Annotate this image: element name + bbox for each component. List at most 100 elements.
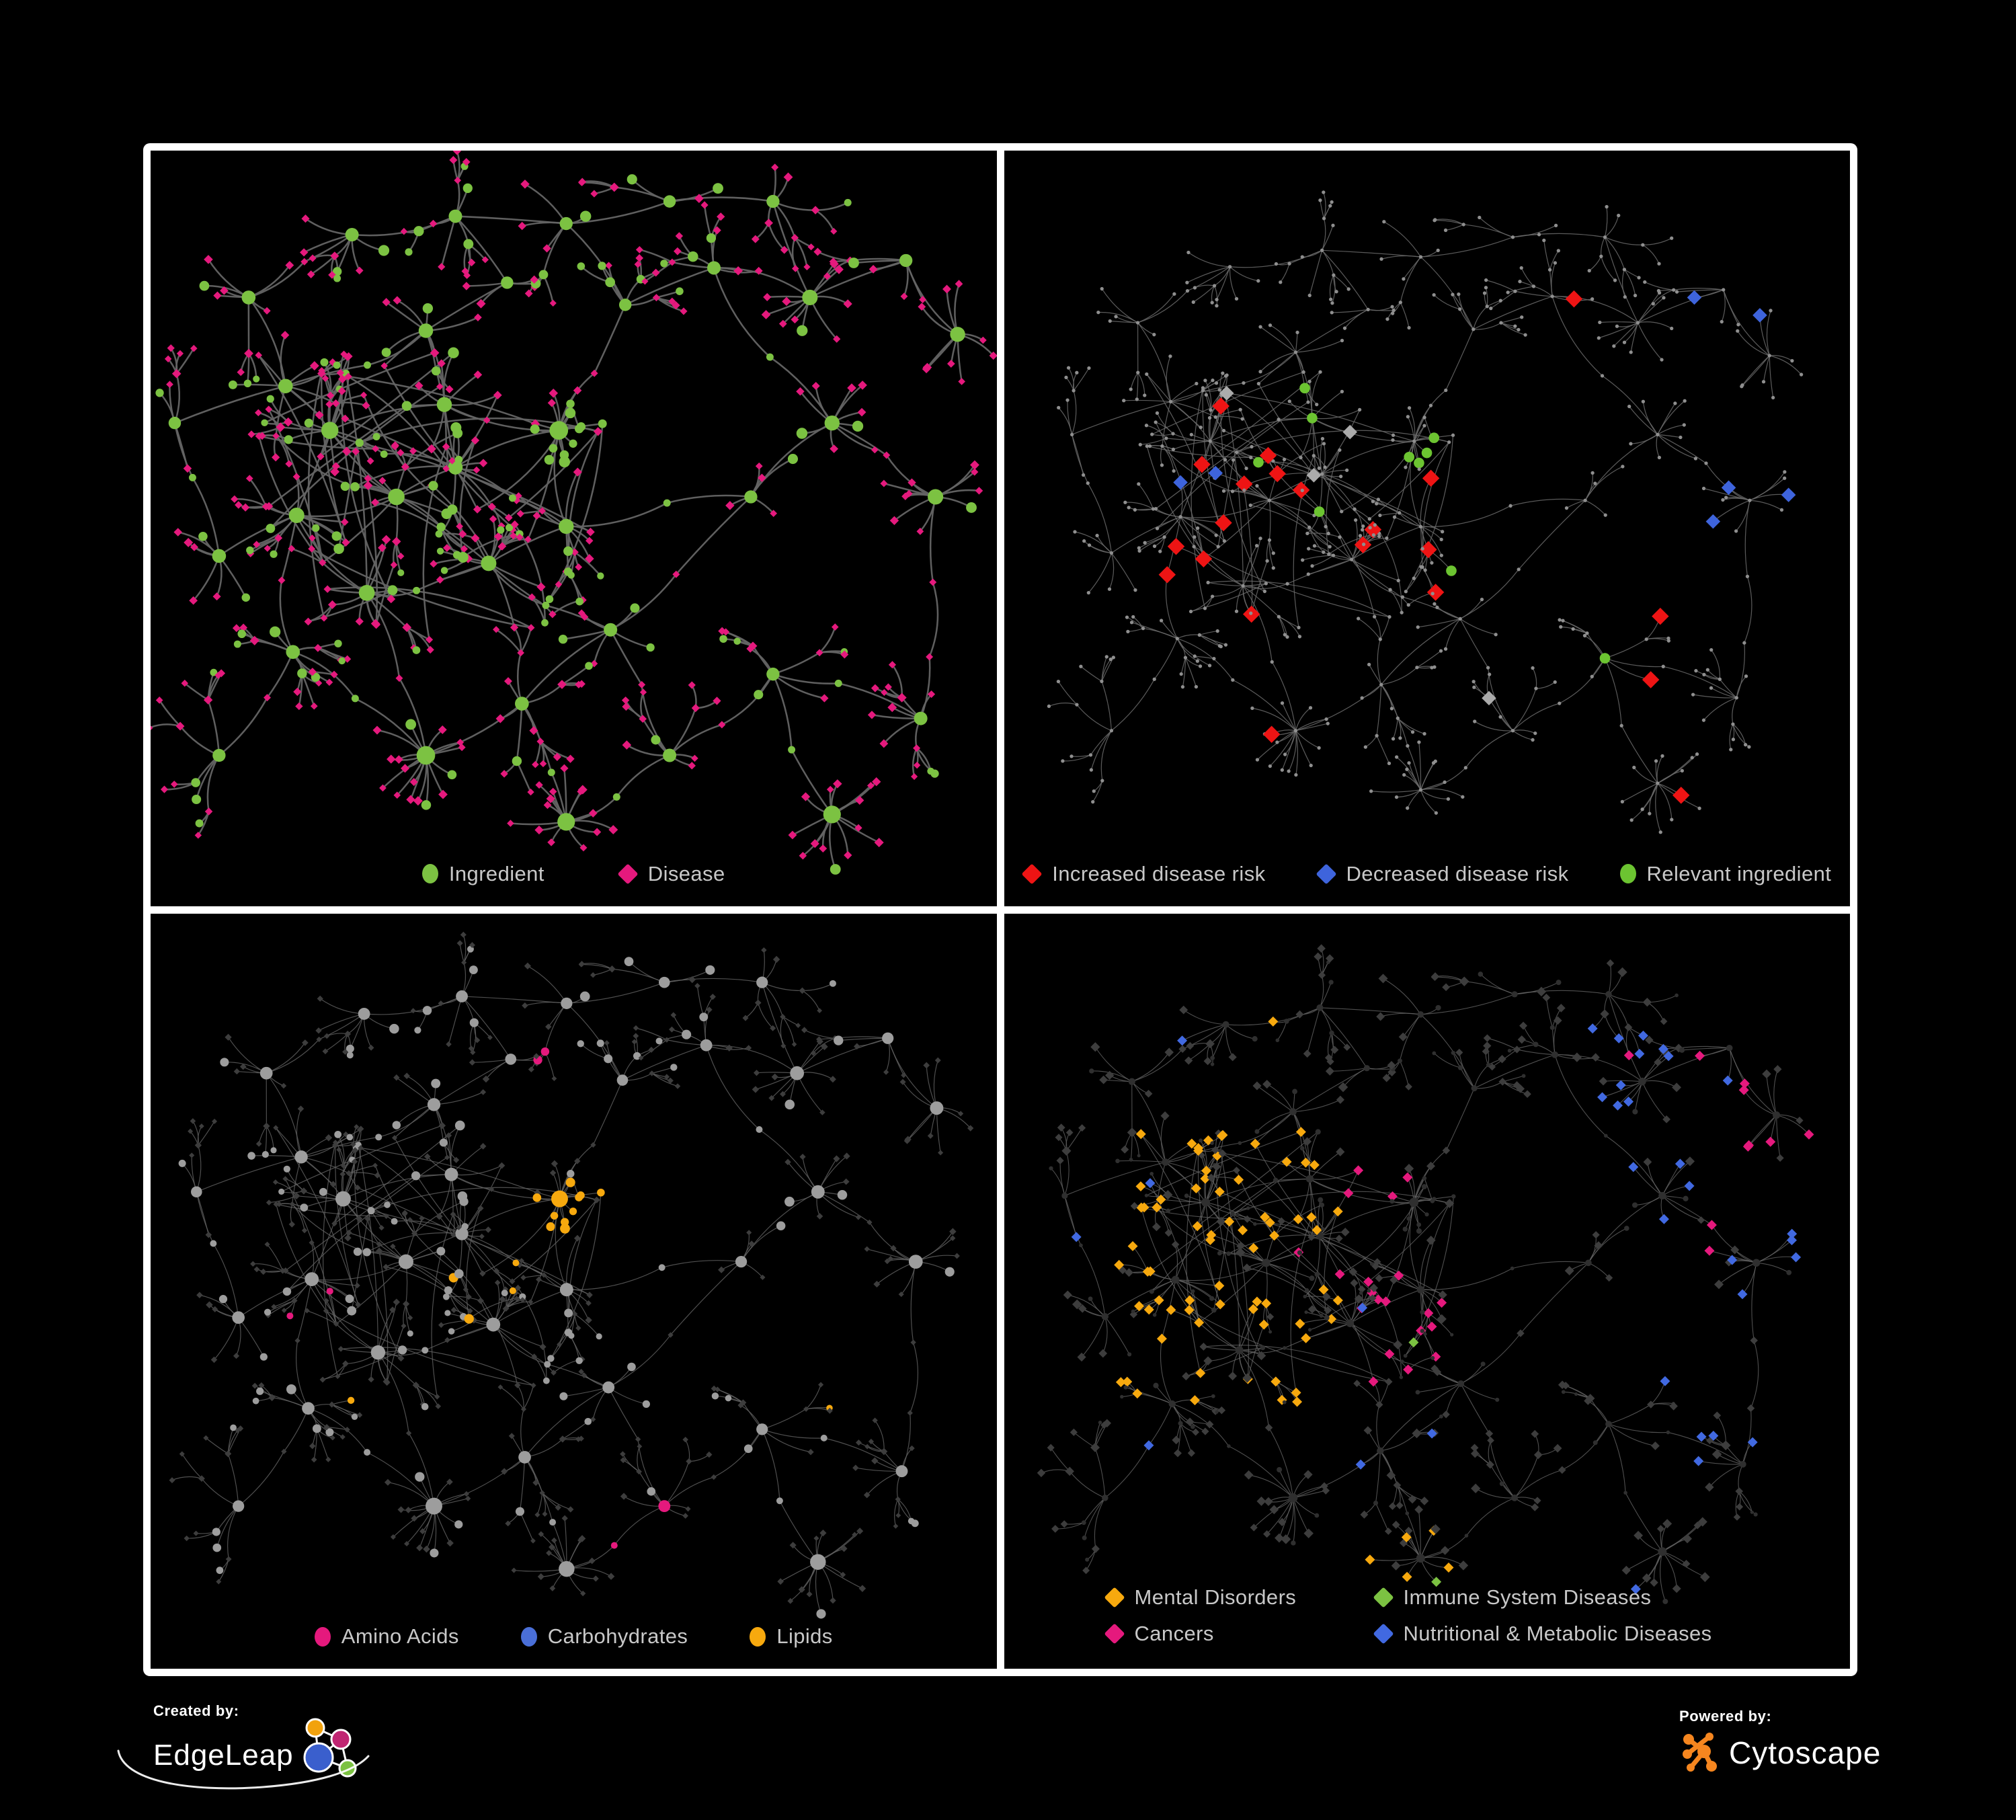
graph-node-diamond [534,825,544,835]
graph-node [1422,568,1427,572]
graph-node [1223,374,1227,378]
graph-edge [566,982,665,1004]
graph-node-diamond [376,1240,382,1247]
graph-edge [1199,630,1218,636]
graph-node-diamond [479,459,488,467]
graph-node-diamond [1378,973,1388,983]
legend-label: Disease [647,861,725,885]
graph-edge [1145,373,1225,542]
graph-edge [1380,684,1408,746]
graph-node-circle [372,432,380,440]
graph-node-diamond [323,585,331,593]
graph-node-diamond [198,1474,205,1482]
graph-node-diamond [518,221,526,231]
graph-node [1305,400,1310,404]
graph-node-circle [444,1167,458,1181]
graph-edge [413,1218,423,1234]
graph-edge [487,562,547,606]
graph-node-circle [1422,1332,1427,1336]
graph-node-circle [1416,1553,1425,1562]
graph-node-diamond [372,445,379,452]
graph-edge [443,403,560,432]
graph-node-diamond [1237,1224,1248,1235]
graph-edge [1131,622,1178,639]
graph-node-circle [519,1293,526,1300]
graph-node-diamond [581,1372,588,1378]
graph-edge [1293,455,1314,628]
graph-edge [1124,502,1154,510]
graph-node-diamond [522,1002,528,1008]
graph-node-diamond [1530,1503,1539,1511]
graph-edge [758,1002,774,1029]
graph-node-circle [331,531,341,541]
graph-node [1323,524,1328,528]
graph-node [1678,435,1683,440]
graph-node-diamond [700,201,709,209]
graph-node [1394,795,1398,799]
graph-edge [1350,559,1399,582]
graph-node [1298,455,1303,460]
graph-node-diamond [575,1435,581,1442]
graph-node-diamond [621,696,630,705]
graph-node-diamond [516,533,524,541]
graph-node-diamond [789,1541,797,1548]
graph-node-circle [233,1500,245,1512]
graph-node-diamond [310,702,318,710]
graph-node-diamond [225,1450,232,1457]
graph-edge [1737,1463,1743,1492]
graph-node-diamond [1644,1035,1654,1044]
graph-node [1640,807,1644,812]
graph-node-diamond [1430,1576,1441,1587]
graph-node-diamond [1638,1030,1648,1041]
graph-edge [1558,658,1605,704]
legend-ingredient-disease: Ingredient Disease [151,862,997,886]
graph-node [1137,549,1141,553]
graph-node-circle [518,1450,531,1464]
graph-node-diamond [344,353,352,361]
graph-edge [545,1050,555,1079]
graph-node-diamond [344,1426,350,1433]
graph-node-diamond [1127,1127,1137,1138]
graph-node-diamond [419,1215,425,1221]
graph-node [1300,488,1304,493]
graph-node-diamond [1364,521,1381,539]
graph-edge [1321,249,1334,276]
graph-node-diamond [672,301,680,310]
graph-edge [1623,269,1640,278]
graph-node [1633,293,1637,298]
graph-edge [459,439,477,559]
graph-edge [296,1339,309,1409]
graph-node-diamond [446,1478,453,1485]
graph-node-diamond [450,1306,457,1313]
graph-edge [1150,1179,1276,1272]
graph-node-diamond [329,1435,335,1440]
graph-edge [1433,294,1460,310]
graph-node-diamond [436,1212,443,1220]
graph-node-diamond [210,1356,218,1363]
graph-node [1406,761,1411,765]
graph-node-circle [1168,1400,1176,1407]
graph-edge [1535,681,1556,689]
graph-node-diamond [1443,1562,1454,1573]
graph-node [1627,404,1631,409]
graph-node [1322,465,1327,469]
graph-node [1550,294,1554,299]
graph-edge [1584,500,1606,516]
graph-edge [179,725,220,756]
graph-node [1619,723,1623,727]
graph-node-circle [602,1381,615,1393]
graph-edge [1197,1131,1318,1226]
graph-node-diamond [325,400,333,408]
graph-node [1258,325,1262,329]
graph-node-diamond [499,1296,506,1302]
graph-node-circle [830,864,841,875]
graph-edge [1155,1384,1172,1404]
graph-node-circle [1657,1546,1666,1556]
graph-node-diamond [363,481,373,490]
graph-edge [1301,555,1334,561]
graph-node-diamond [816,1035,822,1042]
graph-edge [1292,1490,1326,1498]
graph-node-diamond [333,1320,339,1327]
graph-edge [433,1058,512,1105]
graph-node [1357,407,1361,412]
